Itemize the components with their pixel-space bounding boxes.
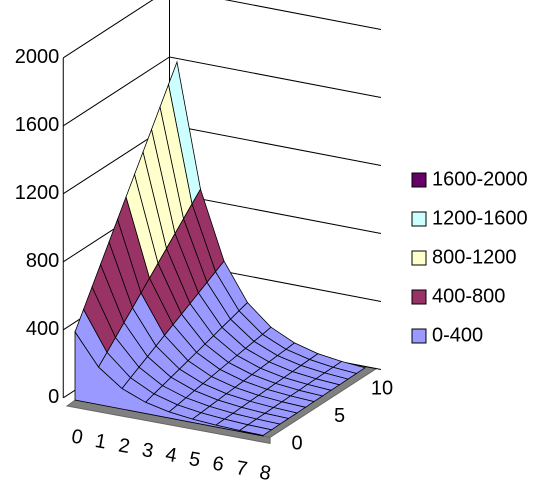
x-tick-label: 4 (164, 443, 179, 467)
z-tick-label: 1200 (15, 182, 60, 204)
surface-front (74, 330, 264, 437)
legend-swatch (411, 211, 427, 227)
legend-label: 800-1200 (432, 246, 517, 268)
z-tick-label: 800 (26, 250, 59, 272)
z-tick-label: 1600 (15, 114, 60, 136)
legend-swatch (411, 328, 427, 344)
legend-label: 400-800 (432, 285, 505, 307)
grid-line (63, 124, 382, 195)
legend-swatch (411, 289, 427, 305)
legend-swatch (411, 172, 427, 188)
grid-line (63, 56, 382, 127)
x-tick-label: 8 (258, 461, 273, 485)
z-tick-label: 2000 (15, 46, 60, 68)
z-tick-label: 0 (48, 386, 59, 408)
x-tick-label: 6 (211, 452, 226, 476)
x-tick-label: 1 (93, 430, 108, 454)
legend-label: 1600-2000 (432, 168, 528, 190)
legend-swatch (411, 250, 427, 266)
depth-tick-label: 5 (334, 405, 345, 427)
x-tick-label: 3 (140, 439, 155, 463)
grid-line (63, 0, 382, 59)
z-tick-label: 400 (26, 318, 59, 340)
legend-label: 1200-1600 (432, 207, 528, 229)
x-tick-label: 0 (70, 425, 85, 449)
legend-label: 0-400 (432, 324, 483, 346)
x-tick-label: 7 (234, 457, 249, 481)
x-tick-label: 5 (187, 448, 202, 472)
depth-tick-label: 0 (291, 432, 302, 454)
depth-tick-label: 10 (371, 377, 393, 399)
x-tick-label: 2 (117, 434, 132, 458)
